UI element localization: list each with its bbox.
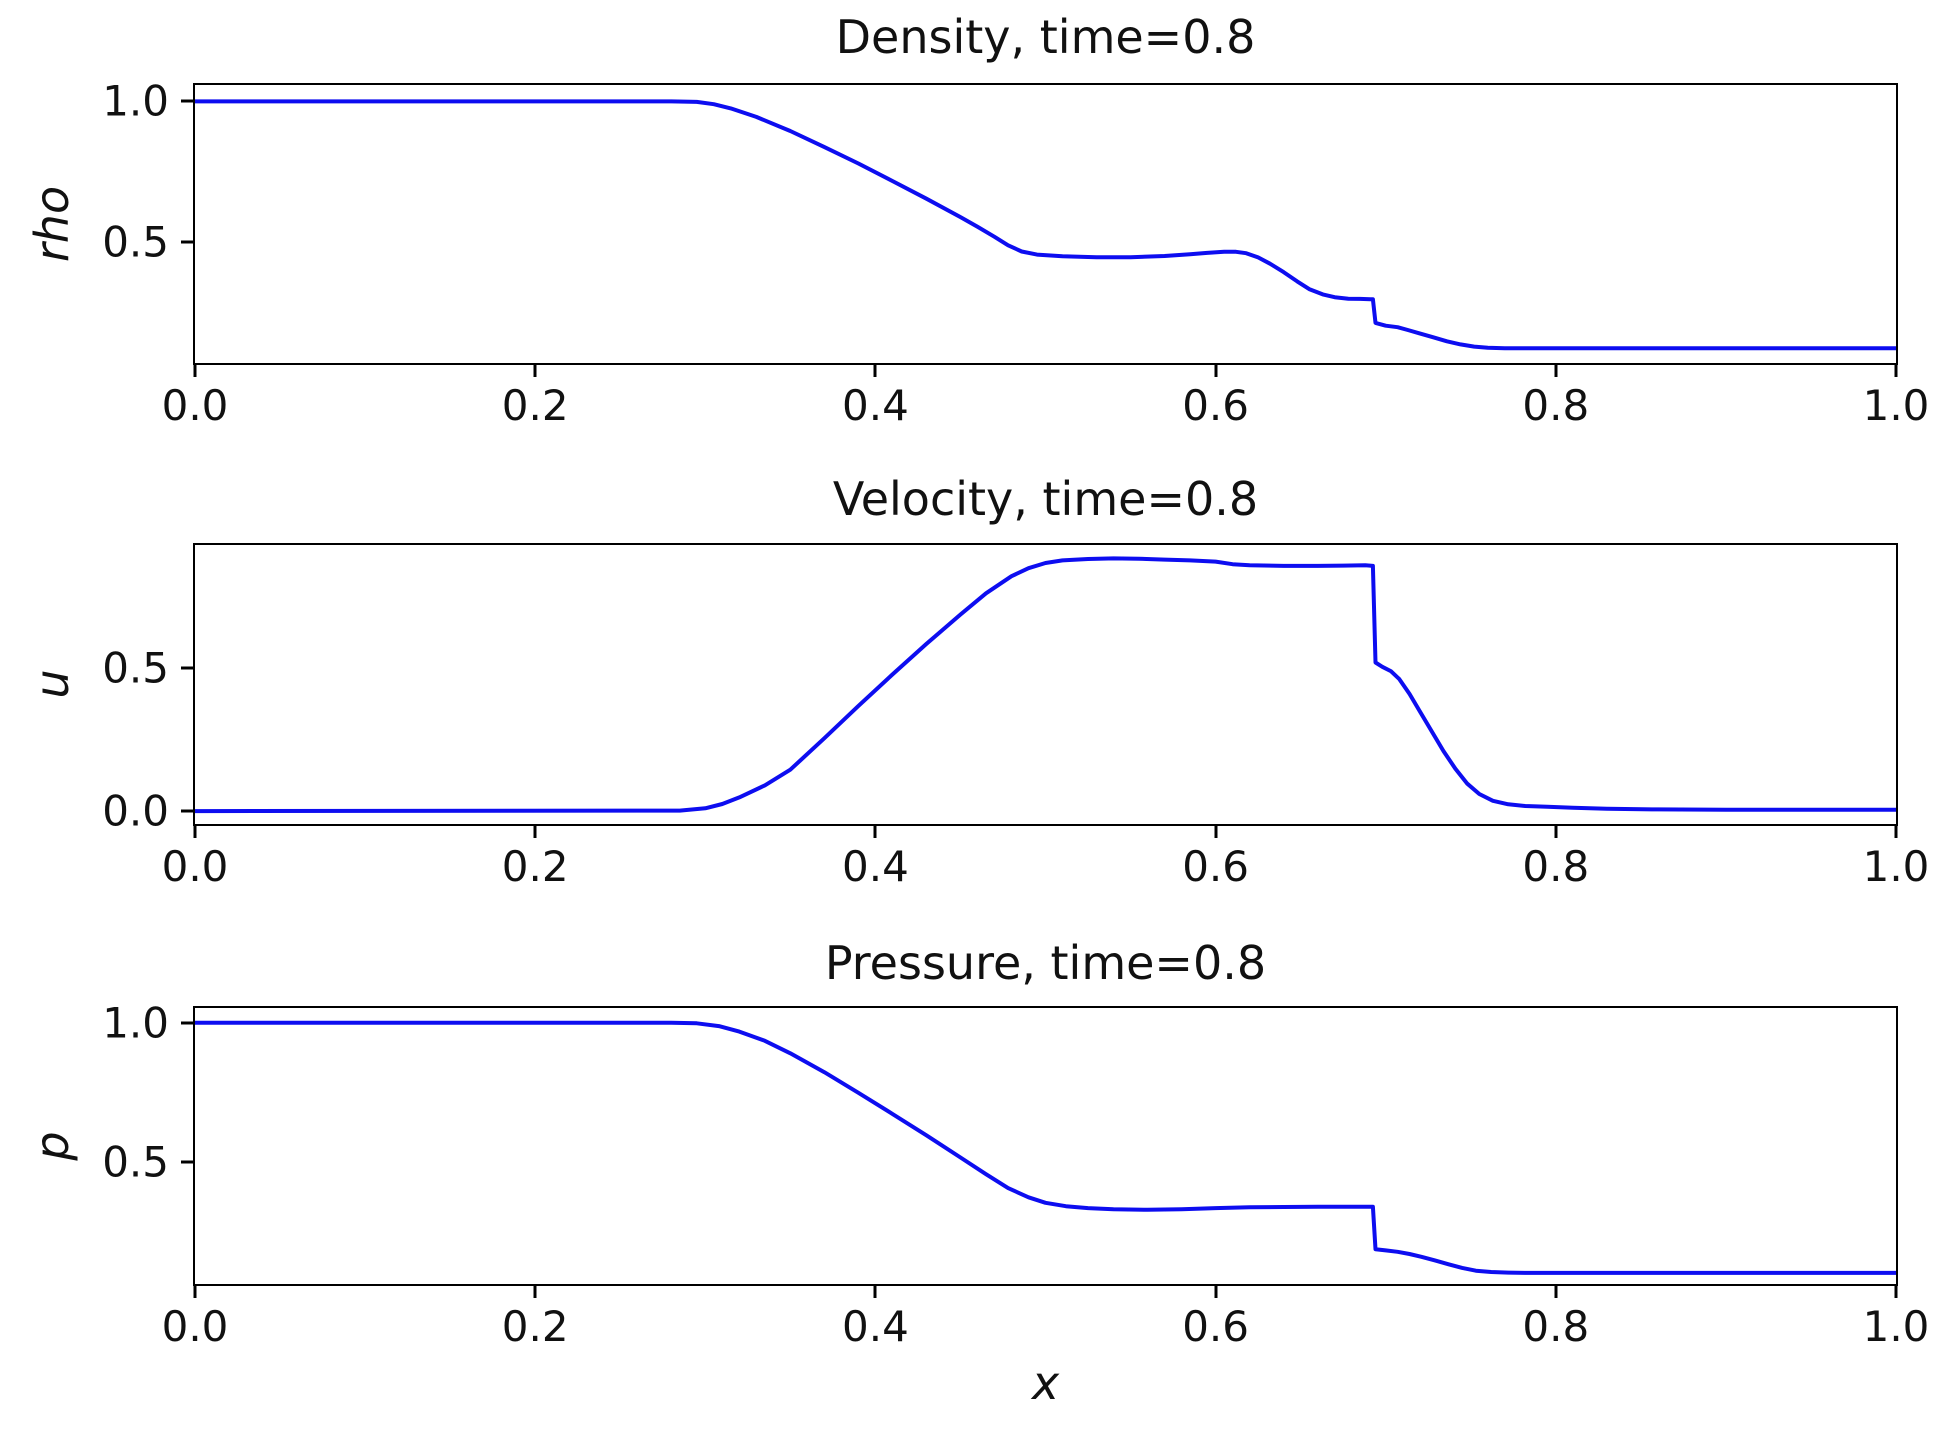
pressure-plot-area: 0.0 0.2 0.4 0.6 0.8 1.0 1.0 0.5 [102, 998, 1929, 1351]
y-tick-label: 0.5 [102, 643, 169, 693]
y-tick-mark [181, 1160, 195, 1164]
x-tick-label: 1.0 [1862, 1302, 1930, 1351]
x-tick-mark [533, 824, 537, 838]
velocity-line-chart [195, 556, 1896, 814]
x-tick-label: 0.8 [1522, 381, 1590, 430]
x-tick-mark [1214, 1284, 1218, 1298]
x-tick-label: 0.4 [841, 842, 909, 891]
x-tick-label: 0.8 [1522, 1302, 1590, 1351]
density-line-chart [195, 99, 1896, 351]
y-tick-mark [181, 240, 195, 244]
x-tick-mark [1894, 1284, 1898, 1298]
x-tick-label: 0.0 [161, 842, 229, 891]
density-plot-title: Density, time=0.8 [835, 10, 1256, 64]
velocity-plot-area: 0.0 0.2 0.4 0.6 0.8 1.0 0.5 0.0 [102, 543, 1929, 891]
density-plot-area: 0.0 0.2 0.4 0.6 0.8 1.0 1.0 0.5 [102, 77, 1929, 430]
x-tick-label: 0.4 [841, 381, 909, 430]
velocity-plot-title: Velocity, time=0.8 [832, 472, 1259, 526]
density-y-axis-label: rho [25, 185, 79, 263]
x-tick-label: 0.6 [1182, 842, 1249, 891]
pressure-plot-title: Pressure, time=0.8 [824, 936, 1267, 990]
x-tick-label: 0.0 [161, 381, 229, 430]
y-tick-label: 1.0 [102, 76, 169, 126]
x-tick-label: 0.6 [1182, 1302, 1249, 1351]
x-tick-mark [1554, 824, 1558, 838]
x-tick-label: 1.0 [1862, 842, 1930, 891]
p-series-line [195, 1020, 1896, 1275]
x-tick-label: 0.8 [1522, 842, 1590, 891]
y-tick-mark [181, 809, 195, 813]
u-series-line [195, 556, 1896, 814]
y-tick-mark [181, 666, 195, 670]
y-tick-label: 0.0 [102, 786, 169, 836]
y-tick-mark [181, 99, 195, 103]
x-axis-label: x [1031, 1356, 1060, 1410]
y-tick-label: 0.5 [102, 1137, 169, 1187]
x-tick-mark [1894, 363, 1898, 377]
pressure-line-chart [195, 1020, 1896, 1275]
y-tick-label: 1.0 [102, 998, 169, 1048]
x-tick-mark [1554, 1284, 1558, 1298]
x-tick-mark [533, 1284, 537, 1298]
x-tick-label: 0.2 [501, 1302, 569, 1351]
rho-series-line [195, 99, 1896, 351]
x-tick-mark [873, 824, 877, 838]
x-tick-label: 0.2 [501, 842, 569, 891]
pressure-y-axis-label: p [25, 1131, 79, 1161]
x-tick-mark [1554, 363, 1558, 377]
velocity-y-axis-label: u [25, 669, 79, 699]
x-tick-mark [1214, 363, 1218, 377]
x-tick-label: 0.4 [841, 1302, 909, 1351]
x-tick-mark [193, 824, 197, 838]
x-tick-mark [873, 1284, 877, 1298]
x-tick-mark [533, 363, 537, 377]
x-tick-label: 0.6 [1182, 381, 1249, 430]
x-tick-label: 0.0 [161, 1302, 229, 1351]
y-tick-mark [181, 1021, 195, 1025]
x-tick-mark [873, 363, 877, 377]
x-tick-mark [1894, 824, 1898, 838]
y-tick-label: 0.5 [102, 217, 169, 267]
x-tick-mark [1214, 824, 1218, 838]
x-tick-mark [193, 363, 197, 377]
x-tick-mark [193, 1284, 197, 1298]
x-tick-label: 1.0 [1862, 381, 1930, 430]
x-tick-label: 0.2 [501, 381, 569, 430]
